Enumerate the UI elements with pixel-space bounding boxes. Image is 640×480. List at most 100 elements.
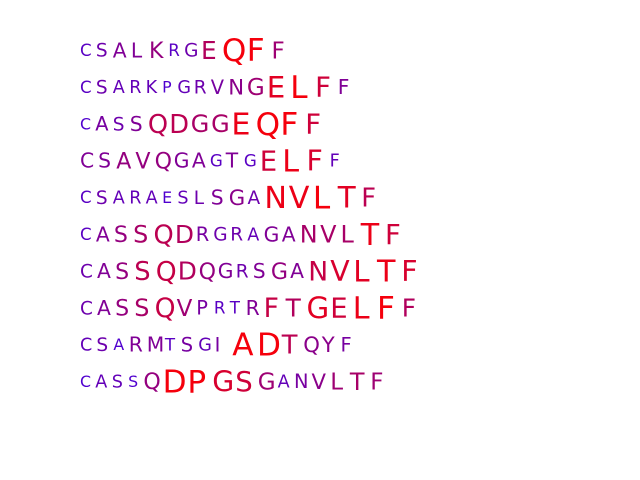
residue-r10-c14: L [330, 370, 343, 396]
residue-r5-c3: A [113, 189, 125, 209]
residue-r4-c5: Q [155, 148, 172, 174]
residue-r1-c2: S [96, 41, 108, 62]
residue-r8-c1: C [80, 298, 93, 319]
residue-r3-c5: Q [148, 110, 168, 140]
residue-r6-c12: A [282, 222, 296, 246]
residue-r4-c14: F [330, 152, 340, 172]
residue-r3-c10: Q [256, 107, 280, 143]
residue-r3-c8: G [211, 110, 230, 138]
residue-r2-c9: V [211, 76, 225, 99]
residue-r6-c14: V [320, 221, 337, 249]
residue-r6-c6: D [175, 220, 194, 249]
residue-r8-c3: S [115, 296, 129, 322]
residue-r3-c3: S [113, 114, 125, 135]
residue-r9-c4: R [129, 333, 143, 357]
residue-r2-c3: A [113, 78, 125, 98]
residue-r7-c13: N [308, 256, 328, 287]
residue-r2-c6: P [162, 78, 172, 97]
residue-r1-c8: E [201, 36, 217, 65]
residue-r4-c8: G [210, 150, 223, 170]
residue-r4-c1: C [80, 149, 94, 173]
residue-r7-c14: V [330, 255, 350, 288]
residue-r9-c12: T [281, 331, 298, 361]
residue-r5-c13: V [289, 181, 310, 216]
residue-r4-c2: S [98, 149, 111, 173]
residue-r6-c8: G [213, 225, 227, 246]
residue-r5-c7: S [177, 189, 188, 209]
residue-r6-c7: R [196, 223, 209, 246]
residue-r3-c1: C [80, 114, 91, 133]
residue-r4-c11: E [260, 145, 277, 177]
residue-r9-c14: Y [321, 332, 335, 357]
residue-r8-c2: A [97, 296, 111, 320]
residue-r1-c5: K [149, 38, 164, 64]
residue-r1-c7: G [184, 41, 198, 62]
residue-r6-c11: G [264, 222, 280, 246]
residue-r8-c17: F [402, 294, 416, 323]
residue-r6-c1: C [80, 224, 92, 244]
residue-r5-c15: T [337, 181, 356, 215]
residue-r5-c5: A [146, 189, 158, 209]
residue-r4-c12: L [282, 144, 299, 179]
residue-r10-c1: C [80, 372, 91, 391]
residue-r6-c15: L [341, 221, 355, 249]
residue-r5-c14: L [313, 180, 331, 216]
residue-r4-c10: G [244, 150, 257, 170]
residue-r6-c10: A [247, 225, 259, 245]
residue-r7-c11: G [271, 259, 288, 285]
residue-r9-c7: S [181, 333, 193, 356]
residue-r10-c4: S [128, 372, 138, 391]
residue-r1-c11: F [272, 38, 285, 64]
residue-r2-c15: F [338, 75, 350, 99]
residue-r4-c6: G [174, 149, 190, 173]
residue-r2-c2: S [96, 78, 108, 99]
residue-r3-c6: D [169, 110, 189, 140]
residue-r6-c17: F [385, 219, 401, 251]
residue-r10-c9: S [235, 366, 252, 398]
residue-r7-c16: T [376, 255, 396, 290]
residue-r2-c14: F [315, 72, 331, 104]
residue-r7-c7: Q [199, 259, 216, 285]
residue-r10-c5: Q [143, 369, 160, 395]
residue-r10-c3: S [112, 373, 123, 393]
residue-r7-c3: S [115, 259, 129, 285]
residue-r4-c13: F [307, 145, 323, 178]
residue-r3-c12: F [305, 109, 321, 141]
residue-r8-c15: L [353, 292, 370, 327]
residue-r3-c2: A [95, 113, 109, 136]
residue-r2-c11: G [247, 75, 265, 101]
residue-r10-c11: A [278, 373, 290, 393]
residue-r8-c16: F [377, 291, 395, 327]
residue-r4-c7: A [192, 149, 206, 173]
residue-r9-c8: G [198, 336, 212, 356]
residue-r2-c12: E [267, 70, 286, 104]
residue-r4-c9: T [225, 149, 239, 173]
residue-r6-c16: T [360, 218, 380, 253]
residue-r5-c9: S [211, 186, 224, 210]
residue-r3-c11: F [280, 107, 298, 143]
residue-r7-c15: L [353, 254, 370, 288]
residue-r8-c13: G [307, 291, 330, 325]
residue-r3-c4: S [130, 112, 143, 136]
residue-r6-c13: N [300, 221, 318, 249]
residue-r5-c16: F [361, 184, 376, 214]
residue-r5-c11: A [248, 188, 261, 209]
residue-r8-c12: T [285, 294, 302, 323]
residue-r5-c8: L [194, 188, 205, 209]
residue-r7-c4: S [134, 257, 150, 287]
residue-r6-c3: S [114, 222, 128, 248]
residue-r5-c1: C [80, 187, 92, 207]
residue-r8-c8: R [214, 298, 226, 318]
residue-r2-c13: L [290, 70, 308, 106]
residue-r8-c7: P [196, 297, 208, 320]
residue-r3-c9: E [231, 108, 250, 143]
residue-r8-c9: T [229, 298, 241, 318]
residue-r5-c2: S [96, 188, 108, 209]
residue-r9-c2: S [96, 335, 108, 356]
